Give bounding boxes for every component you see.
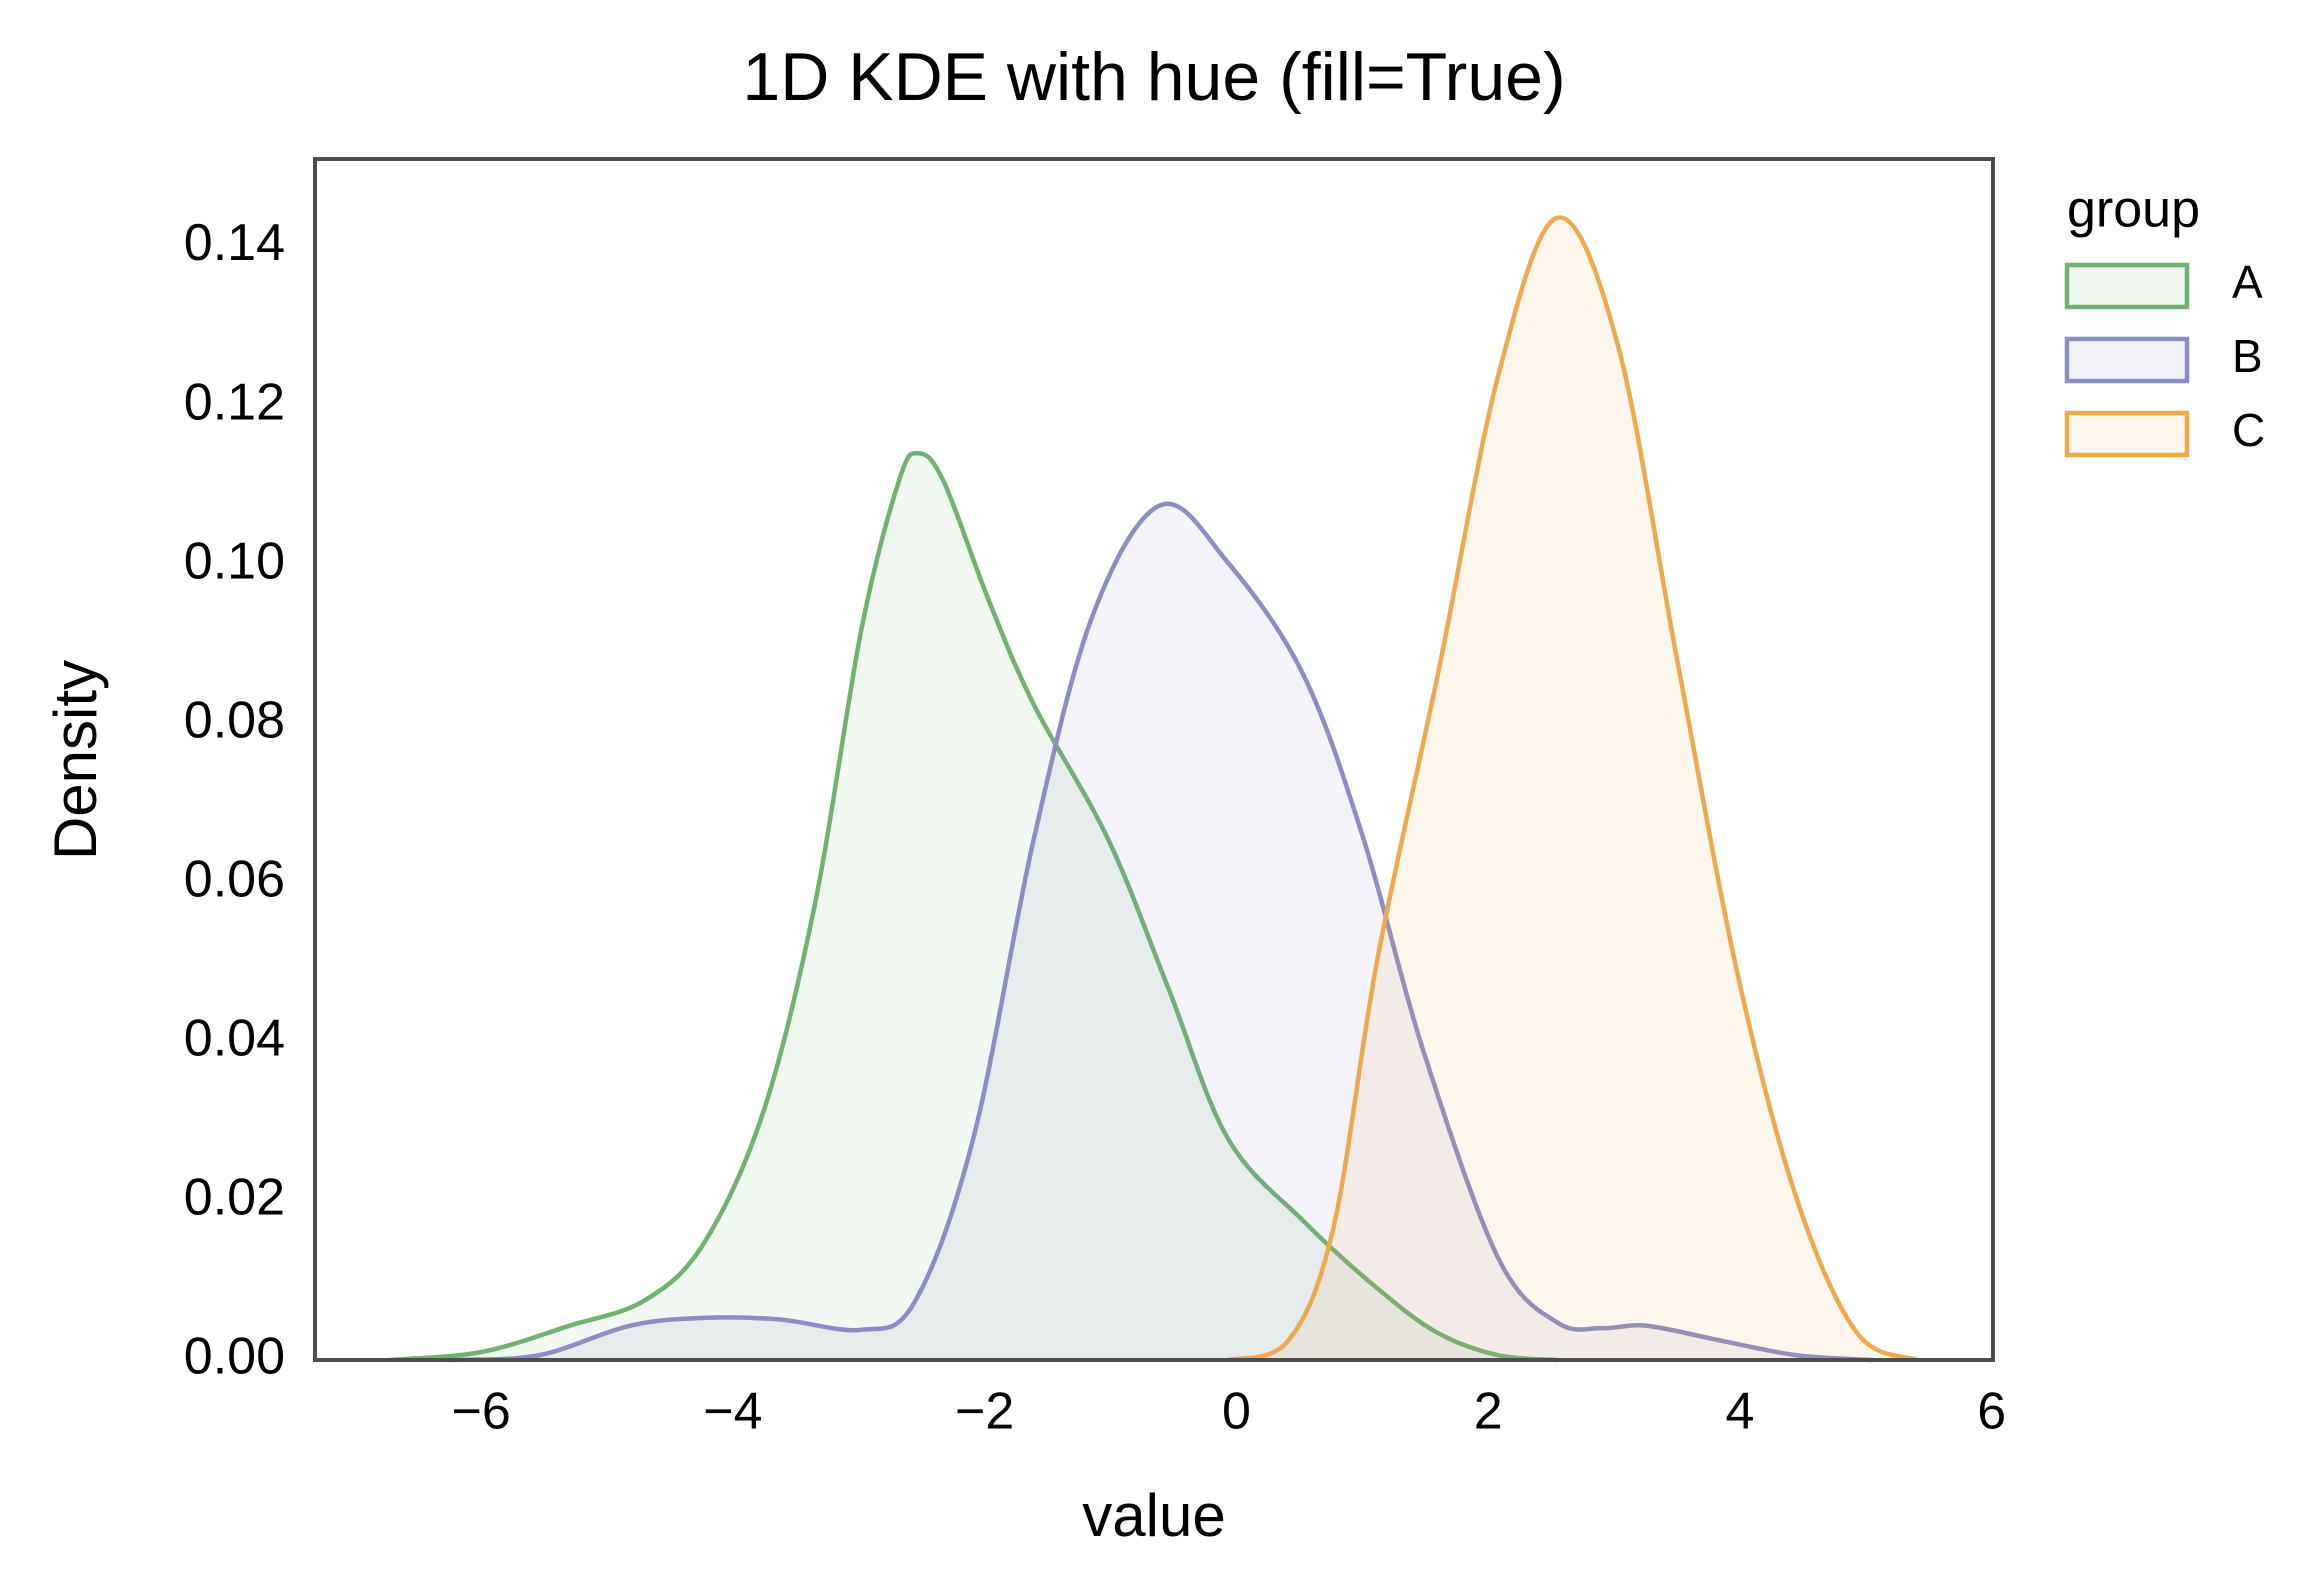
y-tick-label: 0.02 xyxy=(184,1169,285,1227)
legend-swatch xyxy=(2064,410,2190,458)
legend-swatch xyxy=(2064,336,2190,384)
legend-label: B xyxy=(2232,330,2263,382)
y-tick-label: 0.12 xyxy=(184,373,285,431)
x-tick-label: 0 xyxy=(1222,1383,1251,1441)
chart-title: 1D KDE with hue (fill=True) xyxy=(742,39,1565,115)
density-line xyxy=(389,450,1558,1363)
density-area xyxy=(1227,217,1918,1360)
x-tick-label: −4 xyxy=(703,1383,762,1441)
density-line xyxy=(1226,215,1919,1363)
legend-swatch xyxy=(2064,262,2190,310)
y-tick-label: 0.04 xyxy=(184,1010,285,1068)
plot-frame xyxy=(313,157,1995,1362)
y-axis-label: Density xyxy=(42,660,109,860)
plot-area xyxy=(389,215,1919,1363)
y-tick-label: 0.00 xyxy=(184,1328,285,1386)
density-area xyxy=(389,453,1558,1361)
y-tick-label: 0.14 xyxy=(184,214,285,272)
legend-label: A xyxy=(2232,256,2263,308)
x-tick-label: −2 xyxy=(955,1383,1014,1441)
legend-label: C xyxy=(2232,404,2265,456)
y-tick-label: 0.08 xyxy=(184,691,285,749)
x-tick-label: 6 xyxy=(1977,1383,2006,1441)
legend-title: group xyxy=(2067,181,2200,239)
y-tick-label: 0.06 xyxy=(184,851,285,909)
x-tick-label: 2 xyxy=(1474,1383,1503,1441)
density-area xyxy=(449,503,1873,1361)
x-tick-label: 4 xyxy=(1726,1383,1755,1441)
x-tick-label: −6 xyxy=(452,1383,511,1441)
density-line xyxy=(449,501,1873,1363)
x-axis-label: value xyxy=(1082,1482,1225,1549)
y-tick-label: 0.10 xyxy=(184,532,285,590)
